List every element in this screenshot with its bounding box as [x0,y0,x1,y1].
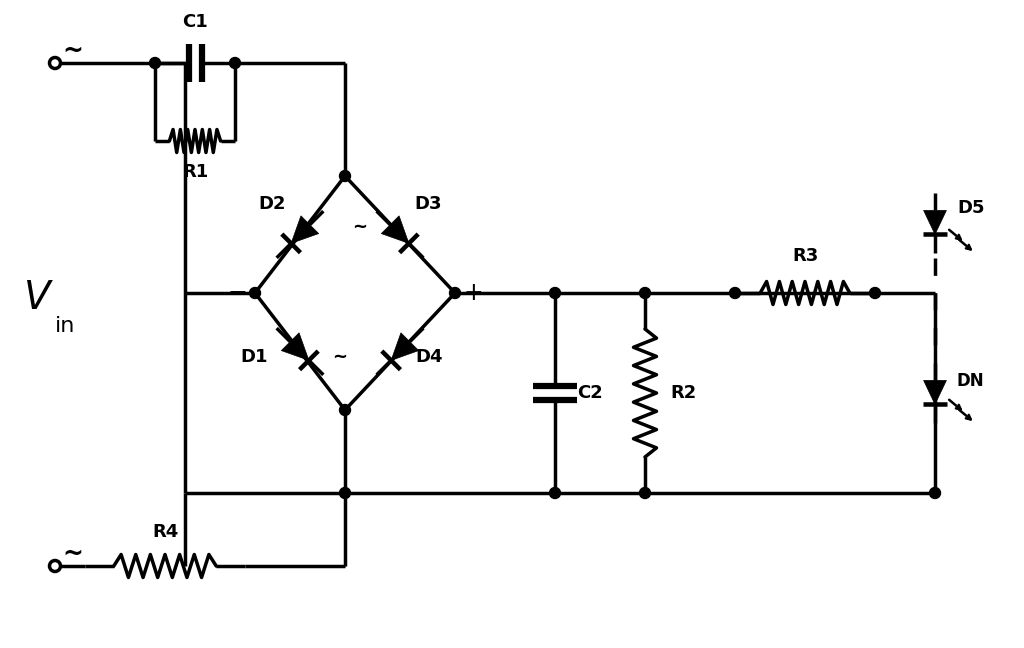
Text: $\it{V}$: $\it{V}$ [23,279,53,317]
Polygon shape [381,216,409,244]
Circle shape [550,288,560,299]
Text: R4: R4 [152,523,178,541]
Polygon shape [291,216,318,244]
Circle shape [49,561,60,572]
Text: D4: D4 [415,347,442,365]
Text: D2: D2 [258,194,286,213]
Circle shape [930,487,940,498]
Text: C1: C1 [182,13,208,31]
Text: ~: ~ [62,39,83,63]
Text: R2: R2 [670,384,696,402]
Circle shape [450,288,461,299]
Text: ~: ~ [352,218,368,235]
Polygon shape [282,333,309,360]
Circle shape [49,58,60,69]
Circle shape [729,288,740,299]
Text: +: + [463,281,482,305]
Circle shape [869,288,881,299]
Text: DN: DN [957,372,985,390]
Circle shape [229,58,241,69]
Circle shape [340,487,350,498]
Text: −: − [227,281,247,305]
Circle shape [340,170,350,181]
Text: ~: ~ [333,347,347,365]
Circle shape [150,58,161,69]
Text: R1: R1 [182,163,208,181]
Circle shape [640,487,650,498]
Text: D5: D5 [957,199,984,217]
Circle shape [550,487,560,498]
Text: in: in [55,316,75,336]
Text: D1: D1 [241,347,268,365]
Circle shape [340,404,350,415]
Circle shape [250,288,260,299]
Text: R3: R3 [792,247,818,265]
Text: C2: C2 [577,384,603,402]
Polygon shape [924,211,946,235]
Circle shape [640,288,650,299]
Polygon shape [391,333,419,360]
Text: ~: ~ [62,542,83,566]
Polygon shape [924,380,946,404]
Text: D3: D3 [415,194,441,213]
